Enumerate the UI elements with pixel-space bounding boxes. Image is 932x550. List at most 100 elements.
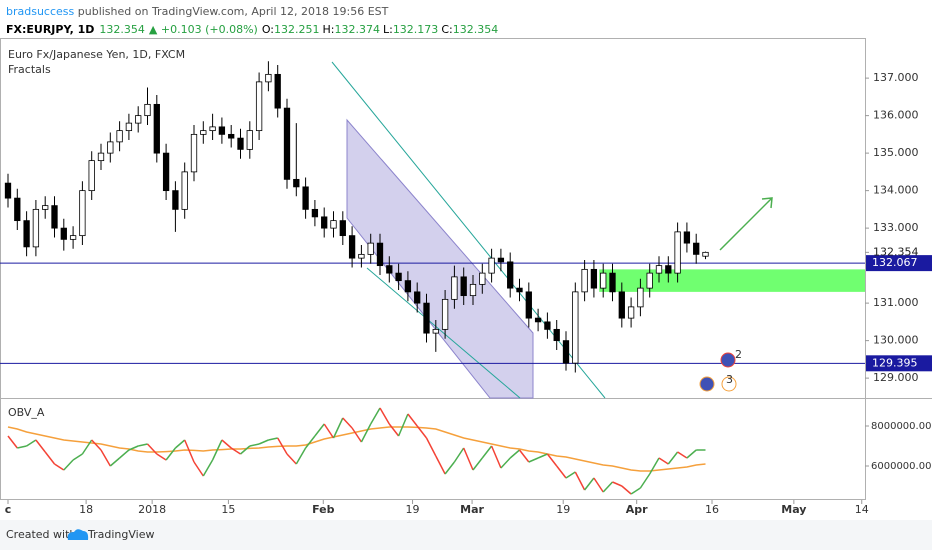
symbol-line: FX:EURJPY, 1D 132.354 ▲ +0.103 (+0.08%) O:1… <box>6 23 498 36</box>
candle-body <box>525 291 532 319</box>
obv-segment <box>677 451 688 459</box>
obv-segment <box>351 427 363 443</box>
candle-body <box>42 205 49 210</box>
channel-line <box>366 267 521 399</box>
candle-body <box>479 272 486 285</box>
candle-body <box>4 182 12 199</box>
obv-segment <box>119 449 130 459</box>
obv-segment <box>425 437 437 457</box>
obv-segment <box>221 439 232 449</box>
candle-body <box>23 220 30 248</box>
candle-body <box>97 152 105 162</box>
obv-segment <box>156 453 167 461</box>
obv-segment <box>193 461 204 477</box>
obv-segment <box>323 423 335 439</box>
obv-segment <box>397 413 409 437</box>
obv-segment <box>81 439 93 455</box>
candle-body <box>572 291 579 364</box>
obv-segment <box>63 459 74 471</box>
candle-body <box>246 130 253 150</box>
obv-segment <box>174 439 186 449</box>
symbol: FX:EURJPY, 1D <box>6 23 94 36</box>
obv-segment <box>17 445 27 449</box>
candle-body <box>488 257 495 274</box>
projection-arrow <box>719 197 773 251</box>
obv-segment <box>546 453 558 467</box>
obv-segment <box>416 425 428 439</box>
obv-average <box>7 426 706 472</box>
obv-segment <box>211 439 223 461</box>
obv-segment <box>500 457 511 469</box>
x-tick-label: Feb <box>312 503 335 516</box>
x-tick-label: May <box>781 503 806 516</box>
footer-created: Created with <box>6 528 76 541</box>
candle-body <box>693 242 700 255</box>
candle-body <box>339 220 346 237</box>
candle-body <box>172 190 179 210</box>
obv-segment <box>518 449 530 463</box>
candle-body <box>367 242 374 255</box>
obv-segment <box>463 447 474 471</box>
event-icon[interactable] <box>721 376 737 392</box>
publish-note: published on TradingView.com, April 12, … <box>74 5 388 18</box>
obv-segment <box>44 451 56 465</box>
candle-body <box>302 186 309 210</box>
price: 132.354 <box>99 23 145 36</box>
obv-segment <box>230 447 241 455</box>
x-tick-label: 15 <box>221 503 235 516</box>
obv-segment <box>379 407 390 425</box>
candle-body <box>321 216 328 229</box>
arrow-head <box>761 197 773 209</box>
candle-body <box>655 265 663 274</box>
obv-segment <box>184 439 195 463</box>
c-label: C: <box>441 23 452 36</box>
obv-segment <box>277 437 288 455</box>
candle-body <box>255 81 263 132</box>
obv-segment <box>584 477 595 491</box>
author[interactable]: bradsuccess <box>6 5 75 18</box>
candle-body <box>451 276 458 300</box>
obv-segment <box>435 455 446 475</box>
candle-body <box>646 272 653 289</box>
obv-segment <box>128 445 139 451</box>
event-icon[interactable] <box>720 352 736 368</box>
obv-segment <box>240 445 251 455</box>
obv-segment <box>602 481 614 493</box>
candle-body <box>116 130 123 143</box>
candle-body <box>637 287 644 308</box>
candle-body <box>562 340 570 364</box>
obv-title: OBV_A <box>8 406 45 419</box>
obv-segment <box>35 439 46 453</box>
event-icon[interactable] <box>699 376 715 392</box>
candle-body <box>376 242 384 267</box>
chart-title: Euro Fx/Japanese Yen, 1D, FXCM <box>8 48 185 61</box>
obv-segment <box>314 423 325 437</box>
candle-body <box>674 231 681 274</box>
obv-segment <box>388 423 400 437</box>
candle-body <box>627 306 635 319</box>
candle-body <box>32 208 40 248</box>
candle-body <box>441 298 449 330</box>
y-tick-label: 137.000 <box>873 71 919 84</box>
y-tick-label: 136.000 <box>873 109 919 122</box>
obv-segment <box>342 417 353 429</box>
obv-segment <box>407 413 418 427</box>
candle-body <box>274 73 281 109</box>
x-tick-label: Apr <box>626 503 648 516</box>
obv-segment <box>528 457 539 463</box>
candle-body <box>395 272 402 282</box>
footer-brand[interactable]: TradingView <box>87 528 154 541</box>
obv-segment <box>332 417 344 439</box>
obv-segment <box>686 449 697 459</box>
obv-segment <box>565 471 576 479</box>
chart: 132.067 129.395 129.000 130.000 131.000 133.0… <box>0 61 932 516</box>
candle-body <box>544 321 551 330</box>
candle-body <box>311 208 319 218</box>
change: ▲ +0.103 (+0.08%) <box>149 23 258 36</box>
candle-body <box>386 265 393 274</box>
candle-body <box>497 257 505 263</box>
candle-body <box>162 152 170 192</box>
y-tick-label: 6000000.0000 <box>871 461 932 472</box>
candle-body <box>228 133 235 139</box>
obv-segment <box>630 487 641 495</box>
